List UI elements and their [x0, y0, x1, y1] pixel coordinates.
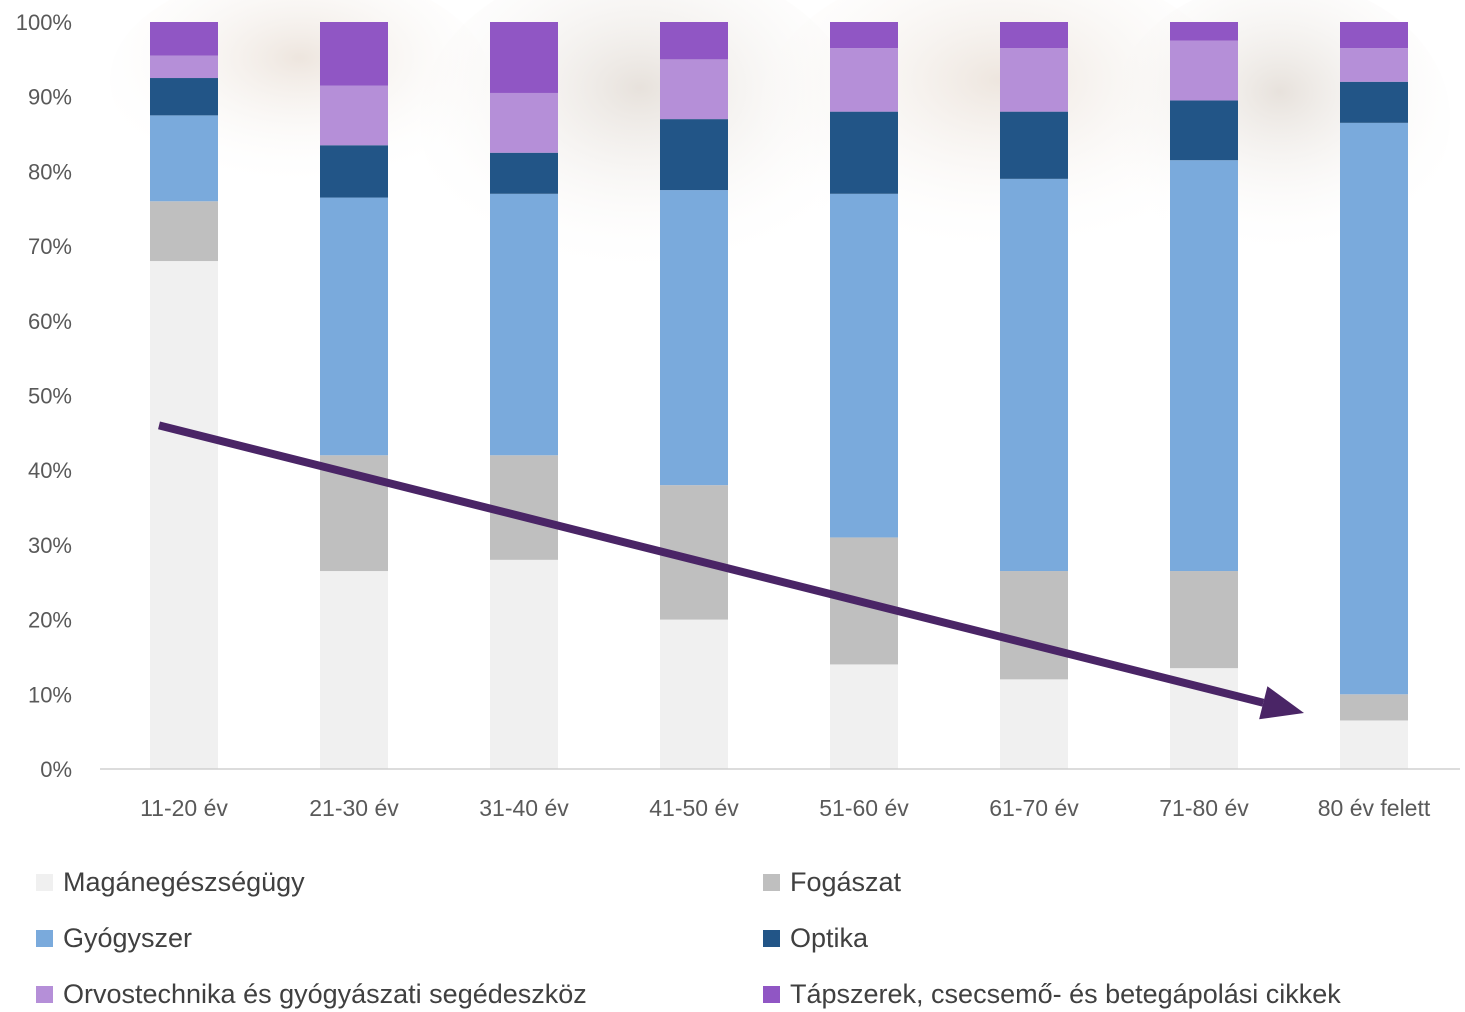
x-tick-label: 80 év felett [1318, 795, 1431, 821]
bar-segment [150, 55, 218, 79]
bar-segment [660, 190, 728, 486]
bar-segment [1170, 22, 1238, 41]
x-tick-label: 71-80 év [1159, 795, 1249, 821]
y-tick-label: 30% [28, 533, 72, 558]
bar-segment [830, 193, 898, 538]
x-tick-label: 51-60 év [819, 795, 909, 821]
bar-segment [1170, 40, 1238, 101]
x-tick-label: 11-20 év [140, 795, 228, 821]
x-tick-label: 41-50 év [649, 795, 739, 821]
bar-segment [320, 145, 388, 198]
bar-segment [1340, 22, 1408, 49]
legend-swatch [763, 874, 780, 891]
bar-segment [490, 193, 558, 456]
y-tick-label: 90% [28, 85, 72, 110]
legend-swatch [36, 874, 53, 891]
bar-segment [1340, 122, 1408, 695]
trend-arrow [158, 421, 1304, 720]
legend-label: Magánegészségügy [63, 867, 305, 897]
legend-label: Gyógyszer [63, 923, 193, 953]
legend-item: Optika [763, 923, 868, 954]
bar-segment [660, 619, 728, 769]
trend-arrow-head [1259, 686, 1304, 720]
bar-segment [830, 664, 898, 769]
bar-segment [1340, 81, 1408, 123]
legend: Magánegészségügy Fogászat Gyógyszer Optika O… [0, 860, 1465, 1010]
y-tick-label: 20% [28, 608, 72, 633]
y-tick-label: 80% [28, 159, 72, 184]
bar-segment [320, 85, 388, 146]
y-tick-label: 10% [28, 682, 72, 707]
legend-item: Tápszerek, csecsemő- és betegápolási cik… [763, 979, 1341, 1010]
legend-swatch [763, 930, 780, 947]
bar-segment [320, 571, 388, 769]
y-tick-label: 70% [28, 234, 72, 259]
bar-segment [660, 22, 728, 60]
bar-segment [1170, 160, 1238, 572]
bar-segment [830, 111, 898, 194]
bar-segment [1340, 48, 1408, 82]
legend-swatch [763, 986, 780, 1003]
bar-segment [490, 22, 558, 93]
bar-segment [1340, 694, 1408, 721]
bar-segment [320, 197, 388, 456]
bar-segment [830, 22, 898, 49]
bar-segment [320, 22, 388, 86]
bar-segment [660, 59, 728, 120]
bar-segment [1000, 22, 1068, 49]
bar-segment [150, 261, 218, 769]
bar-segment [660, 119, 728, 191]
legend-label: Tápszerek, csecsemő- és betegápolási cik… [790, 979, 1341, 1009]
legend-item: Fogászat [763, 867, 901, 898]
bar-segment [1000, 48, 1068, 112]
bars-group [150, 22, 1408, 769]
y-tick-label: 40% [28, 458, 72, 483]
bar-segment [1000, 178, 1068, 572]
legend-swatch [36, 930, 53, 947]
bar-segment [490, 92, 558, 153]
bar-segment [490, 152, 558, 194]
legend-item: Orvostechnika és gyógyászati segédeszköz [36, 979, 587, 1010]
bar-segment [1000, 571, 1068, 680]
x-tick-label: 31-40 év [479, 795, 569, 821]
legend-label: Optika [790, 923, 869, 953]
x-axis: 11-20 év 21-30 év 31-40 év 41-50 év 51-60 év… [140, 795, 1431, 821]
bar-segment [490, 559, 558, 769]
legend-swatch [36, 986, 53, 1003]
bar-segment [1000, 679, 1068, 769]
bar-segment [830, 48, 898, 112]
y-axis: 0% 10% 20% 30% 40% 50% 60% 70% 80% 90% 100% [16, 10, 72, 782]
legend-label: Fogászat [790, 867, 902, 897]
y-tick-label: 50% [28, 384, 72, 409]
legend-label: Orvostechnika és gyógyászati segédeszköz [63, 979, 587, 1009]
bar-segment [1340, 720, 1408, 769]
bar-segment [1170, 571, 1238, 669]
y-tick-label: 100% [16, 10, 72, 35]
background-photo-watermark [110, 0, 1450, 280]
y-tick-label: 0% [40, 757, 72, 782]
x-tick-label: 21-30 év [309, 795, 399, 821]
bar-segment [150, 22, 218, 56]
bar-segment [1170, 100, 1238, 161]
trend-arrow-shaft [158, 421, 1265, 707]
legend-item: Gyógyszer [36, 923, 192, 954]
bar-segment [150, 78, 218, 116]
bar-segment [150, 201, 218, 262]
legend-item: Magánegészségügy [36, 867, 305, 898]
y-tick-label: 60% [28, 309, 72, 334]
x-tick-label: 61-70 év [989, 795, 1079, 821]
bar-segment [150, 115, 218, 202]
bar-segment [1000, 111, 1068, 179]
